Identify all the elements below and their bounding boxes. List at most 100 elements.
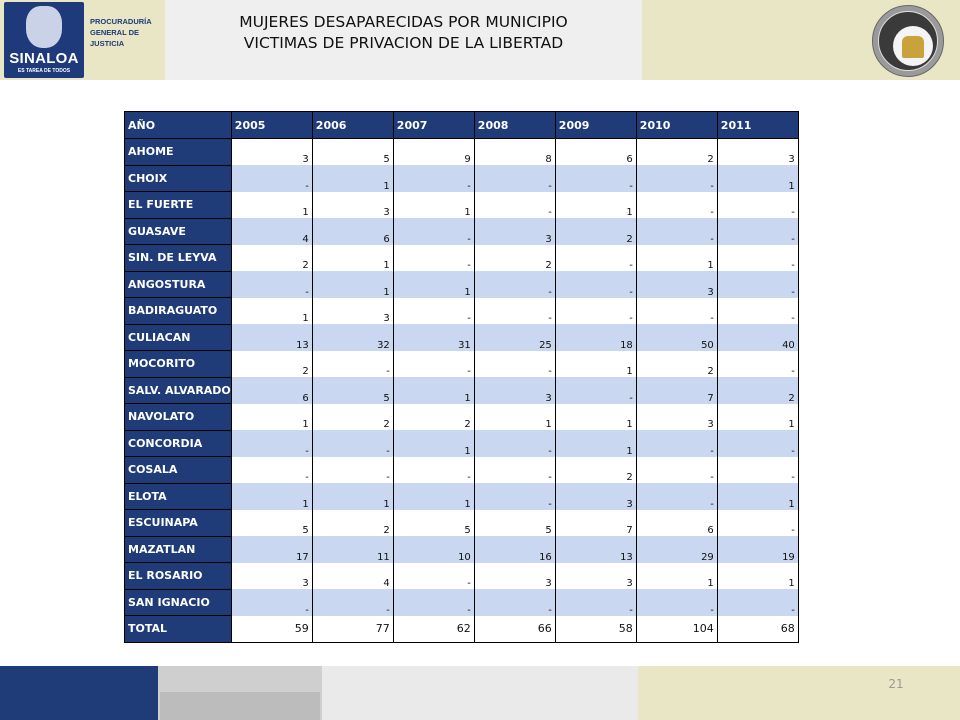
table-cell: 5 — [473, 509, 556, 536]
table-cell: - — [230, 165, 313, 192]
logo-brand-text: SINALOA — [9, 50, 79, 67]
table-cell: 2 — [635, 138, 718, 165]
table-cell: 2 — [554, 456, 637, 483]
municipality-name: ANGOSTURA — [124, 271, 232, 298]
municipality-name: BADIRAGUATO — [124, 297, 232, 325]
table-cell: 1 — [635, 244, 718, 271]
table-cell: 1 — [716, 562, 799, 589]
table-cell: 3 — [473, 218, 556, 245]
table-cell: 1 — [311, 271, 394, 298]
header-logo-panel: SINALOA ES TAREA DE TODOS PROCURADURÍA G… — [0, 0, 165, 80]
table-cell: - — [392, 350, 475, 377]
table-cell: 1 — [554, 403, 637, 430]
table-cell: - — [392, 297, 475, 324]
table-cell: - — [635, 456, 718, 483]
table-cell: - — [230, 430, 313, 457]
table-cell: - — [311, 350, 394, 377]
table-cell: 1 — [554, 350, 637, 377]
table-cell: 9 — [392, 138, 475, 165]
table-cell: - — [635, 191, 718, 218]
page-title: MUJERES DESAPARECIDAS POR MUNICIPIO VICT… — [165, 12, 642, 54]
table-cell: - — [635, 165, 718, 192]
table-row: SAN IGNACIO - - - - - - - — [124, 589, 799, 616]
table-cell: 1 — [473, 403, 556, 430]
table-cell: - — [392, 456, 475, 483]
table-cell: - — [716, 350, 799, 377]
title-line-2: VICTIMAS DE PRIVACION DE LA LIBERTAD — [243, 34, 564, 52]
table-cell: - — [311, 430, 394, 457]
municipality-name: COSALA — [124, 456, 232, 484]
municipality-name: SAN IGNACIO — [124, 589, 232, 616]
table-row: CONCORDIA - -1-1- - — [124, 430, 799, 457]
column-header-year: 2007 — [392, 111, 475, 139]
table-cell: 6 — [635, 509, 718, 536]
table-cell: 4 — [311, 562, 394, 589]
table-cell: - — [473, 589, 556, 616]
table-cell: - — [716, 456, 799, 483]
table-cell: 2 — [716, 377, 799, 404]
column-header-year: 2008 — [473, 111, 556, 139]
table-cell: 50 — [635, 324, 718, 351]
table-cell: 2 — [230, 244, 313, 271]
table-row: SIN. DE LEYVA 2 1-2-1- — [124, 244, 799, 272]
table-row: MAZATLAN 17 11 10 16 13 29 19 — [124, 536, 799, 563]
municipality-name: ESCUINAPA — [124, 509, 232, 537]
table-cell: 1 — [230, 191, 313, 218]
table-cell: 5 — [392, 509, 475, 536]
municipality-name: GUASAVE — [124, 218, 232, 245]
column-header-year-label: AÑO — [124, 111, 232, 139]
table-cell: - — [554, 271, 637, 298]
table-cell: 66 — [473, 615, 556, 643]
table-cell: - — [716, 244, 799, 271]
table-cell: 1 — [554, 191, 637, 218]
table-cell: 7 — [554, 509, 637, 536]
table-cell: 1 — [716, 483, 799, 510]
table-cell: 1 — [554, 430, 637, 457]
table-cell: - — [392, 165, 475, 192]
table-header-row: AÑO 2005 2006 2007 2008 2009 2010 2011 — [124, 111, 799, 139]
table-cell: 2 — [230, 350, 313, 377]
table-cell: 19 — [716, 536, 799, 563]
table-cell: - — [311, 456, 394, 483]
table-cell: 1 — [635, 562, 718, 589]
table-cell: 2 — [392, 403, 475, 430]
table-cell: - — [392, 562, 475, 589]
table-cell: - — [473, 191, 556, 218]
table-cell: 5 — [311, 377, 394, 404]
table-row: CULIACAN 13 32 31 25 18 50 40 — [124, 324, 799, 351]
table-cell: 3 — [716, 138, 799, 165]
table-cell: 1 — [716, 403, 799, 430]
agency-name: PROCURADURÍA GENERAL DE JUSTICIA — [90, 16, 162, 49]
table-cell: - — [716, 509, 799, 536]
table-row: ANGOSTURA -1 1- -3- — [124, 271, 799, 298]
footer-band-light — [322, 666, 638, 720]
agency-line: GENERAL DE — [90, 28, 140, 37]
table-cell: 4 — [230, 218, 313, 245]
table-row: GUASAVE 4 6-3 2- - — [124, 218, 799, 245]
table-cell: - — [635, 297, 718, 324]
table-cell: 3 — [635, 403, 718, 430]
table-cell: 3 — [311, 191, 394, 218]
table-cell: 2 — [635, 350, 718, 377]
table-cell: 18 — [554, 324, 637, 351]
table-cell: 6 — [554, 138, 637, 165]
municipality-name: SIN. DE LEYVA — [124, 244, 232, 272]
header-title-panel: MUJERES DESAPARECIDAS POR MUNICIPIO VICT… — [165, 0, 642, 80]
table-cell: 1 — [230, 403, 313, 430]
table-cell: - — [392, 218, 475, 245]
table-cell: 62 — [392, 615, 475, 643]
table-cell: - — [635, 430, 718, 457]
table-cell: 2 — [473, 244, 556, 271]
table-cell: 1 — [392, 191, 475, 218]
table-cell: 10 — [392, 536, 475, 563]
footer-band-gray-dark — [160, 692, 320, 720]
seal-center — [893, 26, 933, 66]
sinaloa-logo: SINALOA ES TAREA DE TODOS — [4, 2, 84, 78]
table-cell: - — [635, 218, 718, 245]
table-cell: - — [473, 350, 556, 377]
table-row: EL FUERTE 1 3 1-1- - — [124, 191, 799, 219]
table-cell: - — [716, 271, 799, 298]
municipality-name: CONCORDIA — [124, 430, 232, 457]
page-number: 21 — [888, 677, 904, 691]
municipality-name: ELOTA — [124, 483, 232, 510]
